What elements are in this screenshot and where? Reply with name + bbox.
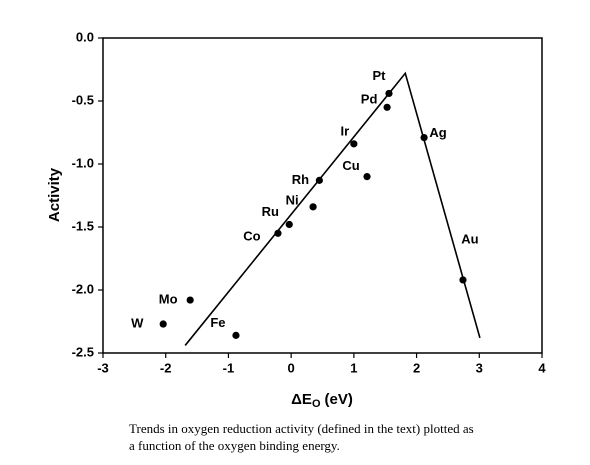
y-axis-label: Activity — [46, 167, 63, 222]
plot-frame — [102, 37, 543, 354]
y-tick-label: 0.0 — [76, 29, 94, 44]
point-label: Ir — [341, 123, 350, 138]
caption: Trends in oxygen reduction activity (def… — [129, 420, 474, 454]
point-label: W — [131, 315, 144, 330]
y-tick-label: -2.0 — [72, 281, 94, 296]
x-tick-label: -2 — [160, 360, 172, 375]
point-label: Mo — [159, 292, 178, 307]
x-tick-label: -1 — [223, 360, 235, 375]
point-label: Fe — [210, 315, 225, 330]
data-point — [159, 320, 167, 328]
data-point — [274, 229, 282, 237]
point-label: Ru — [262, 204, 279, 219]
x-tick-label: 4 — [538, 360, 546, 375]
point-label: Cu — [342, 158, 359, 173]
caption-line: a function of the oxygen binding energy. — [129, 438, 340, 453]
data-point — [309, 203, 317, 211]
point-label: Co — [243, 229, 260, 244]
data-point — [363, 173, 371, 181]
data-point — [350, 140, 358, 148]
data-point — [186, 296, 194, 304]
point-label: Au — [461, 231, 478, 246]
data-point — [315, 176, 323, 184]
data-point — [459, 276, 467, 284]
chart: Activity ΔEO (eV) 0.0 -0.5 -1.0 -1.5 -2.0 -2.5… — [46, 29, 546, 410]
data-point — [385, 89, 393, 98]
x-tick-label: 1 — [350, 360, 357, 375]
y-tick-label: -2.5 — [72, 344, 94, 359]
y-tick-label: -0.5 — [72, 92, 94, 107]
caption-line: Trends in oxygen reduction activity (def… — [129, 421, 474, 436]
x-tick-label: -3 — [97, 360, 109, 375]
x-label-unit: (eV) — [325, 391, 353, 408]
x-label-sub: O — [312, 398, 321, 410]
data-point — [232, 331, 240, 339]
data-point — [285, 220, 293, 229]
data-point — [420, 133, 428, 142]
y-tick-label: -1.5 — [72, 218, 94, 233]
x-label-main: ΔE — [291, 391, 312, 408]
data-point — [383, 103, 391, 111]
x-axis-label: ΔEO (eV) — [291, 391, 353, 410]
point-label: Rh — [292, 172, 309, 187]
point-label: Ni — [286, 192, 299, 207]
x-tick-label: 3 — [476, 360, 483, 375]
volcano-line — [184, 71, 481, 346]
x-tick-label: 2 — [413, 360, 420, 375]
y-tick-label: -1.0 — [72, 155, 94, 170]
x-tick-label: 0 — [288, 360, 295, 375]
point-label: Pd — [361, 92, 378, 107]
point-label: Pt — [372, 68, 386, 83]
point-label: Ag — [429, 125, 446, 140]
